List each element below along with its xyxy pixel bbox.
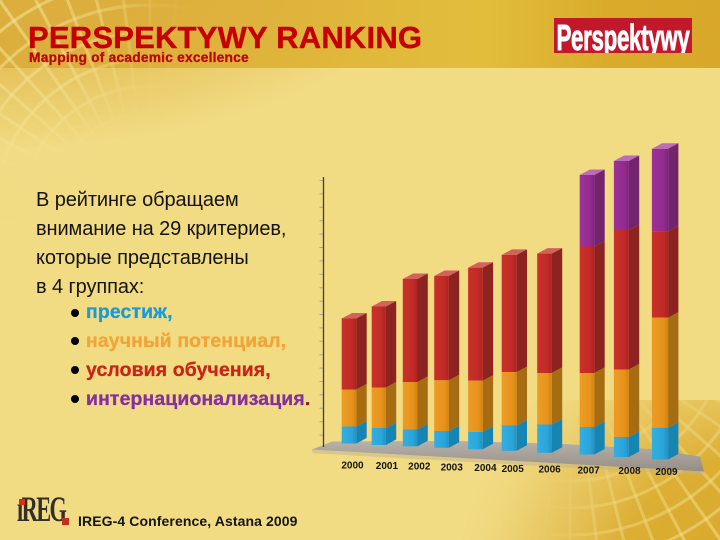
- svg-text:2002: 2002: [408, 462, 431, 473]
- svg-text:2000: 2000: [341, 460, 364, 471]
- svg-text:2007: 2007: [577, 465, 600, 476]
- svg-text:2004: 2004: [474, 463, 497, 474]
- svg-text:2006: 2006: [538, 465, 561, 476]
- svg-text:2001: 2001: [376, 461, 399, 472]
- svg-text:2008: 2008: [618, 466, 641, 477]
- svg-text:2009: 2009: [655, 467, 678, 478]
- svg-text:2003: 2003: [441, 463, 464, 474]
- svg-text:2005: 2005: [502, 464, 525, 475]
